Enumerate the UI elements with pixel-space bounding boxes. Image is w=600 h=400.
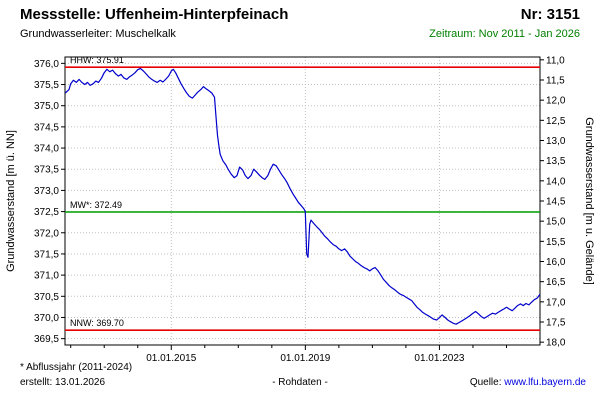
aquifer-label: Grundwasserleiter: Muschelkalk [20,28,176,40]
left-axis-tick-label: 371,0 [34,271,59,282]
right-axis-tick-label: 18,0 [546,338,566,349]
left-axis-tick-label: 375,0 [34,101,59,112]
left-axis-tick-label: 372,0 [34,228,59,239]
left-axis-tick-label: 371,5 [34,249,59,260]
source-label: Quelle: [469,377,502,388]
right-axis-tick-label: 16,5 [546,277,566,288]
footnote-abflussjahr: * Abflussjahr (2011-2024) [20,362,133,373]
right-axis-tick-label: 13,5 [546,156,566,167]
station-title: Messstelle: Uffenheim-Hinterpfeinach [20,6,289,23]
source-link[interactable]: www.lfu.bayern.de [504,377,586,388]
left-axis-title: Grundwasserstand [m ü. NN] [5,130,17,272]
right-axis-tick-label: 17,0 [546,297,566,308]
left-axis-tick-label: 373,0 [34,186,59,197]
x-axis-tick-label: 01.01.2015 [146,353,196,364]
rohdaten-label: - Rohdaten - [272,377,328,388]
right-axis-tick-label: 11,5 [546,75,565,86]
left-axis-tick-label: 372,5 [34,207,59,218]
x-axis-tick-label: 01.01.2023 [414,353,464,364]
left-axis-tick-label: 370,0 [34,313,59,324]
x-axis-tick-label: 01.01.2019 [280,353,330,364]
station-number: Nr: 3151 [520,6,580,23]
right-axis-tick-label: 12,5 [546,116,566,127]
left-axis-tick-label: 374,0 [34,144,59,155]
created-date-label: erstellt: 13.01.2026 [20,377,106,388]
left-axis-tick-label: 376,0 [34,59,59,70]
plot-border [64,56,541,346]
right-axis-tick-label: 15,5 [546,237,566,248]
left-axis-tick-label: 373,5 [34,165,59,176]
right-axis-title: Grundwasserstand [m u. Gelände] [583,117,595,285]
right-axis-tick-label: 17,5 [546,318,566,329]
source-line: Quelle: www.lfu.bayern.de [470,377,586,388]
right-axis-tick-label: 11,0 [546,55,565,66]
ref-line-label-nnw: NNW: 369.70 [70,318,124,328]
right-axis-tick-label: 16,0 [546,257,566,268]
left-axis-tick-label: 369,5 [34,334,59,345]
ref-line-label-hhw: HHW: 375.91 [70,55,124,65]
right-axis-tick-label: 14,5 [546,197,566,208]
right-axis-tick-label: 14,0 [546,176,566,187]
right-axis-tick-label: 13,0 [546,136,566,147]
ref-line-label-mw: MW*: 372.49 [70,200,122,210]
period-label: Zeitraum: Nov 2011 - Jan 2026 [429,28,580,40]
right-axis-tick-label: 12,0 [546,96,566,107]
left-axis-tick-label: 375,5 [34,80,59,91]
left-axis-tick-label: 374,5 [34,122,59,133]
left-axis-tick-label: 370,5 [34,292,59,303]
groundwater-series-line [64,67,541,325]
right-axis-tick-label: 15,0 [546,217,566,228]
